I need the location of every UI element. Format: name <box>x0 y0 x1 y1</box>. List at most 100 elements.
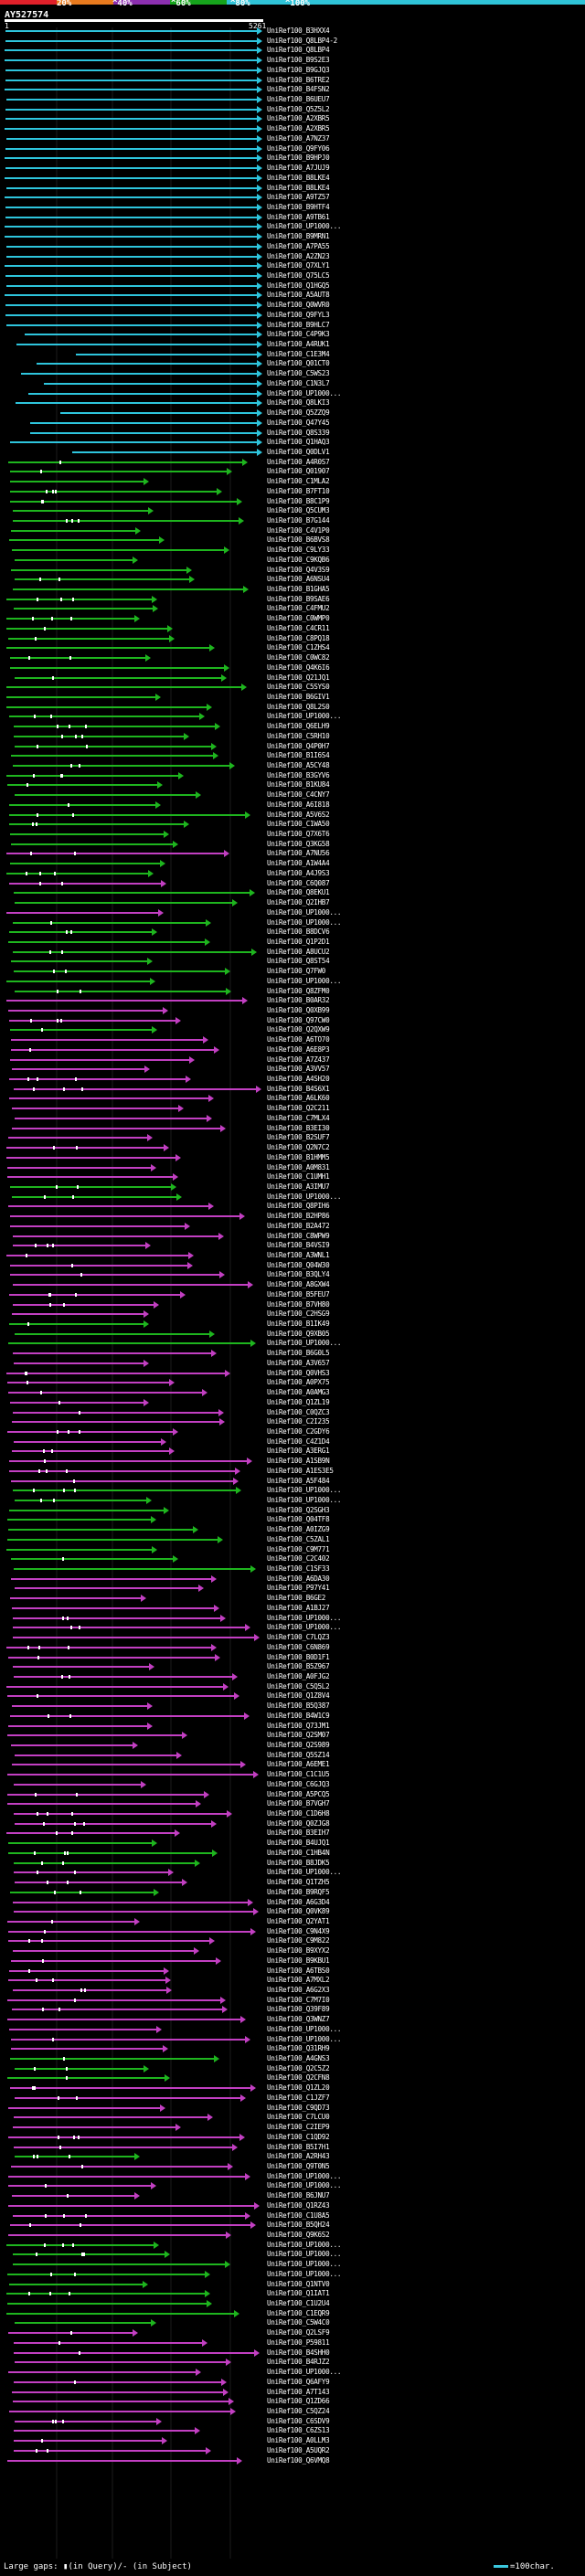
hit-label[interactable]: UniRef100_A9TB61 <box>267 213 330 221</box>
hit-label[interactable]: UniRef100_Q8LBP4 <box>267 46 330 54</box>
hit-label[interactable]: UniRef100_C9M771 <box>267 1545 330 1553</box>
hit-label[interactable]: UniRef100_C4Z1D4 <box>267 1437 330 1446</box>
hit-label[interactable]: UniRef100_B9S2E3 <box>267 56 330 64</box>
hit-label[interactable]: UniRef100_A7Z437 <box>267 1055 330 1064</box>
hit-label[interactable]: UniRef100_B3HXX4 <box>267 27 330 35</box>
hit-label[interactable]: UniRef100_A6G2X3 <box>267 1986 330 1994</box>
hit-label[interactable]: UniRef100_C1JZF7 <box>267 2094 330 2102</box>
hit-label[interactable]: UniRef100_UP1000... <box>267 2181 342 2189</box>
hit-label[interactable]: UniRef100_UP1000... <box>267 1868 342 1876</box>
hit-label[interactable]: UniRef100_Q0VK89 <box>267 1907 330 1915</box>
hit-label[interactable]: UniRef100_A8GXW4 <box>267 1280 330 1288</box>
hit-label[interactable]: UniRef100_Q6ELH9 <box>267 722 330 730</box>
hit-label[interactable]: UniRef100_Q7FW0 <box>267 967 326 975</box>
hit-label[interactable]: UniRef100_A0LLM3 <box>267 2436 330 2444</box>
hit-label[interactable]: UniRef100_C5QZ24 <box>267 2407 330 2415</box>
hit-label[interactable]: UniRef100_B7VGH7 <box>267 1799 330 1807</box>
hit-label[interactable]: UniRef100_C9KQB6 <box>267 556 330 564</box>
hit-label[interactable]: UniRef100_Q39F89 <box>267 2005 330 2013</box>
hit-label[interactable]: UniRef100_B6TRE2 <box>267 76 330 84</box>
hit-label[interactable]: UniRef100_Q5ZZQ9 <box>267 408 330 417</box>
hit-label[interactable]: UniRef100_A6NSU4 <box>267 575 330 583</box>
hit-label[interactable]: UniRef100_B1GHA5 <box>267 585 330 593</box>
hit-label[interactable]: UniRef100_C1HB4N <box>267 1849 330 1857</box>
hit-label[interactable]: UniRef100_Q2IHB7 <box>267 898 330 906</box>
hit-label[interactable]: UniRef100_UP1000... <box>267 2368 342 2376</box>
hit-label[interactable]: UniRef100_Q9XB05 <box>267 1330 330 1338</box>
hit-label[interactable]: UniRef100_UP1000... <box>267 1339 342 1347</box>
hit-label[interactable]: UniRef100_B4UJQ1 <box>267 1839 330 1847</box>
hit-label[interactable]: UniRef100_Q01907 <box>267 467 330 475</box>
hit-label[interactable]: UniRef100_A4RUK1 <box>267 340 330 348</box>
hit-label[interactable]: UniRef100_P59811 <box>267 2338 330 2347</box>
hit-label[interactable]: UniRef100_C4CNY7 <box>267 790 330 799</box>
hit-label[interactable]: UniRef100_B4RJZ2 <box>267 2358 330 2366</box>
hit-label[interactable]: UniRef100_Q9FYL3 <box>267 311 330 319</box>
hit-label[interactable]: UniRef100_UP1000... <box>267 1193 342 1201</box>
hit-label[interactable]: UniRef100_Q1IAT1 <box>267 2289 330 2297</box>
hit-label[interactable]: UniRef100_P97Y41 <box>267 1584 330 1592</box>
hit-label[interactable]: UniRef100_Q4P0H7 <box>267 742 330 750</box>
hit-label[interactable]: UniRef100_UP1000... <box>267 1496 342 1504</box>
hit-label[interactable]: UniRef100_UP1000... <box>267 918 342 927</box>
hit-label[interactable]: UniRef100_Q8EKU1 <box>267 888 330 896</box>
hit-label[interactable]: UniRef100_UP1000... <box>267 2025 342 2033</box>
hit-label[interactable]: UniRef100_Q75LC5 <box>267 271 330 280</box>
hit-label[interactable]: UniRef100_B6UEU7 <box>267 95 330 103</box>
hit-label[interactable]: UniRef100_A2XBR5 <box>267 124 330 133</box>
hit-label[interactable]: UniRef100_A0M831 <box>267 1163 330 1171</box>
hit-label[interactable]: UniRef100_Q1HGQ5 <box>267 281 330 290</box>
hit-label[interactable]: UniRef100_C1E3M4 <box>267 350 330 358</box>
hit-label[interactable]: UniRef100_B0AR32 <box>267 996 330 1004</box>
hit-label[interactable]: UniRef100_A4SH20 <box>267 1075 330 1083</box>
hit-label[interactable]: UniRef100_B7FT10 <box>267 487 330 495</box>
hit-label[interactable]: UniRef100_C1U2U4 <box>267 2299 330 2307</box>
hit-label[interactable]: UniRef100_A6LK60 <box>267 1094 330 1102</box>
hit-label[interactable]: UniRef100_UP1000... <box>267 2035 342 2043</box>
hit-label[interactable]: UniRef100_A0AMG3 <box>267 1388 330 1396</box>
hit-label[interactable]: UniRef100_C5Q5L2 <box>267 1682 330 1691</box>
hit-label[interactable]: UniRef100_B4SHH0 <box>267 2348 330 2357</box>
hit-label[interactable]: UniRef100_B2HP86 <box>267 1212 330 1220</box>
hit-label[interactable]: UniRef100_B9MRN1 <box>267 232 330 240</box>
hit-label[interactable]: UniRef100_C6Q087 <box>267 879 330 887</box>
hit-label[interactable]: UniRef100_C4CR11 <box>267 624 330 632</box>
hit-label[interactable]: UniRef100_UP1000... <box>267 1623 342 1631</box>
hit-label[interactable]: UniRef100_Q2C211 <box>267 1104 330 1112</box>
hit-label[interactable]: UniRef100_B0D1F1 <box>267 1653 330 1661</box>
hit-label[interactable]: UniRef100_B4FSN2 <box>267 85 330 93</box>
hit-label[interactable]: UniRef100_C8PQ18 <box>267 634 330 642</box>
hit-label[interactable]: UniRef100_Q1HAQ3 <box>267 438 330 446</box>
hit-label[interactable]: UniRef100_Q2LSF9 <box>267 2328 330 2337</box>
hit-label[interactable]: UniRef100_B8JDK5 <box>267 1859 330 1867</box>
hit-label[interactable]: UniRef100_Q8LBP4-2 <box>267 37 337 45</box>
hit-label[interactable]: UniRef100_Q8ST54 <box>267 957 330 965</box>
hit-label[interactable]: UniRef100_B1HMM5 <box>267 1153 330 1161</box>
hit-label[interactable]: UniRef100_A1ES3E5 <box>267 1467 334 1475</box>
hit-label[interactable]: UniRef100_Q4K6I6 <box>267 663 330 672</box>
hit-label[interactable]: UniRef100_C4V1P0 <box>267 526 330 535</box>
hit-label[interactable]: UniRef100_A6TO70 <box>267 1035 330 1044</box>
hit-label[interactable]: UniRef100_Q1ZL20 <box>267 2083 330 2092</box>
hit-label[interactable]: UniRef100_Q1Z8V4 <box>267 1691 330 1700</box>
hit-label[interactable]: UniRef100_B6GIV1 <box>267 693 330 701</box>
hit-label[interactable]: UniRef100_A4J9S3 <box>267 869 330 877</box>
hit-label[interactable]: UniRef100_C2HSG9 <box>267 1309 330 1318</box>
hit-label[interactable]: UniRef100_A1W4A4 <box>267 859 330 867</box>
hit-label[interactable]: UniRef100_Q8S339 <box>267 429 330 437</box>
hit-label[interactable]: UniRef100_B9HTF4 <box>267 203 330 211</box>
hit-label[interactable]: UniRef100_A4R0S7 <box>267 458 330 466</box>
hit-label[interactable]: UniRef100_Q2CFN8 <box>267 2073 330 2082</box>
hit-label[interactable]: UniRef100_C7M7I0 <box>267 1996 330 2004</box>
hit-label[interactable]: UniRef100_A2ZN23 <box>267 252 330 260</box>
hit-label[interactable]: UniRef100_B9HLC7 <box>267 321 330 329</box>
hit-label[interactable]: UniRef100_A6G3D4 <box>267 1898 330 1906</box>
hit-label[interactable]: UniRef100_C5W4C0 <box>267 2318 330 2327</box>
hit-label[interactable]: UniRef100_C2GDY6 <box>267 1427 330 1436</box>
hit-label[interactable]: UniRef100_A6TBS0 <box>267 1966 330 1975</box>
hit-label[interactable]: UniRef100_A2RH43 <box>267 2152 330 2160</box>
hit-label[interactable]: UniRef100_C5RH10 <box>267 732 330 740</box>
hit-label[interactable]: UniRef100_Q0WVR0 <box>267 301 330 309</box>
hit-label[interactable]: UniRef100_B3GYV6 <box>267 771 330 779</box>
hit-label[interactable]: UniRef100_UP1000... <box>267 2270 342 2278</box>
